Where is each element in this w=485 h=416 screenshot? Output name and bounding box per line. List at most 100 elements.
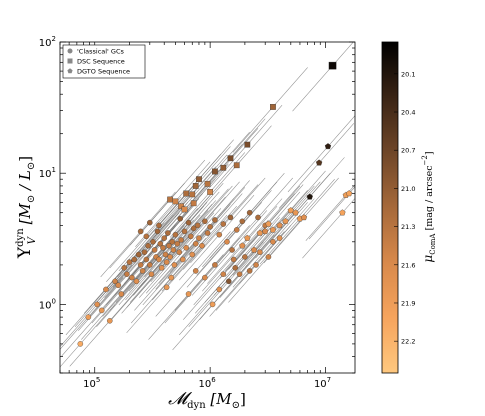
guide-line [69,281,145,367]
point-dsc [181,206,188,213]
guide-line [164,237,240,324]
point-classical-gc [139,268,146,274]
guide-line [196,190,272,276]
point-classical-gc [163,284,170,291]
point-dgto [282,217,289,224]
point-classical-gc [147,219,153,226]
legend-label-classical: 'Classical' GCs [77,48,124,56]
point-classical-gc [170,247,177,253]
x-axis-title: 𝓜dyn [M⊙] [168,389,246,411]
colorbar: 20.1 20.4 20.7 21.0 21.3 21.6 21.9 22.2 μComA [… [381,41,437,374]
point-classical-gc [233,227,240,233]
point-classical-gc [181,228,188,235]
guide-line [207,198,283,284]
point-dsc [233,162,240,169]
y-tick-label: 102 [39,35,56,49]
guide-line [89,222,165,308]
guide-line [186,202,262,288]
guide-line [139,212,215,298]
point-dgto [239,242,246,249]
legend-label-dsc: DSC Sequence [77,58,125,66]
point-dsc [192,183,199,189]
point-classical-gc [212,262,218,268]
guide-line [172,264,248,351]
point-classical-gc [167,254,173,260]
point-dgto [244,234,251,241]
point-classical-gc [204,230,211,236]
guide-line [118,185,194,272]
guide-line [125,214,201,301]
x-axis-ticks: 105 106 107 [59,42,331,390]
point-classical-gc [207,224,213,230]
point-classical-gc [236,271,243,277]
point-classical-gc [220,221,227,227]
guide-line [81,254,157,340]
point-classical-gc [98,307,105,314]
point-classical-gc [121,265,127,271]
data-markers [77,61,353,347]
point-classical-gc [118,291,125,297]
guide-line [183,184,259,270]
point-dsc [204,180,211,187]
guide-line [179,194,255,281]
point-classical-gc [133,278,140,285]
point-classical-gc [85,314,92,320]
guide-line [118,219,194,306]
guide-line [190,177,266,264]
point-dgto [262,228,269,235]
point-classical-gc [168,274,174,281]
guide-line [174,180,250,266]
guide-line [224,185,301,272]
point-classical-gc [220,271,227,277]
point-classical-gc [145,242,151,249]
guide-line [269,157,345,243]
point-dgto [292,209,299,216]
legend: 'Classical' GCs DSC Sequence DGTO Sequen… [62,44,146,79]
guide-line [228,217,304,303]
colorbar-ticks: 20.1 20.4 20.7 21.0 21.3 21.6 21.9 22.2 [394,70,415,346]
point-classical-gc [190,225,197,232]
point-dgto [276,222,283,229]
guide-line [100,191,176,278]
guide-line [144,191,220,278]
guide-line [232,67,308,153]
point-classical-gc [246,268,253,274]
point-dsc [172,198,179,205]
point-classical-gc [229,247,235,253]
point-dgto [300,214,308,221]
point-classical-gc [176,249,183,255]
guide-line [155,204,231,290]
x-tick-label: 106 [199,376,217,390]
guide-line [259,179,335,265]
point-classical-gc [94,301,100,308]
point-dgto [324,143,332,150]
guide-line [60,264,133,348]
guide-line [287,115,355,193]
guide-line [155,146,231,232]
guide-line [199,234,275,320]
point-dsc [212,168,218,175]
point-dsc [196,176,202,183]
guide-line [209,173,285,259]
guide-line [305,184,355,241]
point-dsc [178,203,184,210]
point-classical-gc [163,259,170,265]
guide-line [183,234,259,320]
guide-line [140,166,217,252]
guide-line [107,206,184,292]
point-classical-gc [227,214,234,221]
plot-frame [59,41,356,374]
point-classical-gc [160,245,166,251]
point-classical-gc [137,262,144,268]
guide-line [239,198,315,284]
point-classical-gc [161,235,167,241]
point-dgto [345,190,353,197]
guide-line [96,241,172,327]
point-classical-gc [212,217,218,223]
point-classical-gc [107,318,113,324]
point-classical-gc [189,251,196,258]
point-classical-gc [148,271,155,277]
point-classical-gc [77,341,84,347]
guide-line [232,190,308,276]
point-classical-gc [257,249,263,255]
